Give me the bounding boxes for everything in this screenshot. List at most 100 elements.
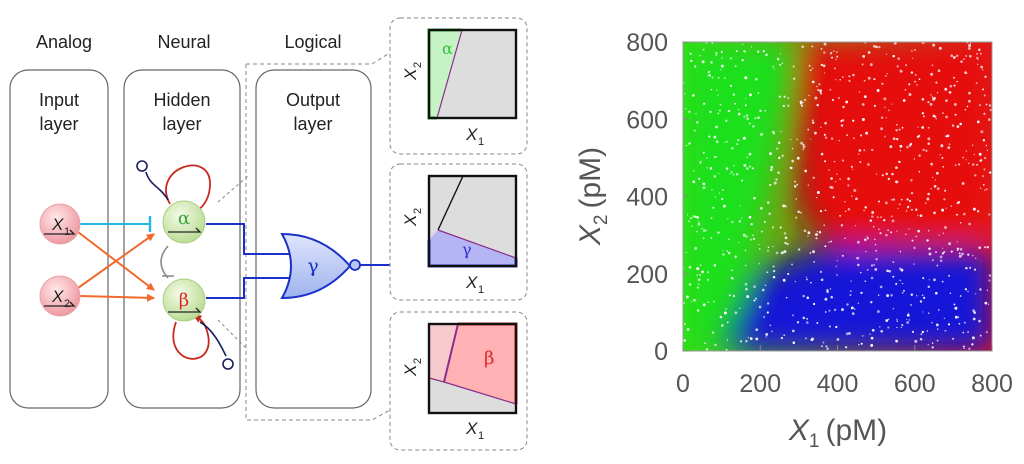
y-tick-label-2: 400	[626, 184, 668, 212]
plot-speckle	[746, 117, 749, 121]
plot-speckle	[779, 52, 782, 55]
plot-speckle	[911, 239, 914, 242]
plot-speckle	[914, 80, 916, 83]
plot-speckle	[833, 50, 835, 53]
plot-speckle	[884, 135, 886, 138]
plot-xlabel-unit: (pM)	[825, 414, 887, 447]
plot-speckle	[986, 149, 989, 152]
plot-speckle	[765, 336, 767, 338]
plot-speckle	[691, 225, 693, 228]
plot-speckle	[951, 124, 955, 127]
input-layer-line1: Input	[39, 90, 79, 110]
plot-speckle	[967, 253, 970, 256]
plot-speckle	[861, 63, 864, 66]
plot-speckle	[853, 189, 857, 192]
plot-speckle	[956, 125, 960, 128]
plot-speckle	[944, 87, 948, 91]
plot-speckle	[764, 110, 767, 112]
plot-speckle	[823, 72, 826, 74]
plot-speckle	[885, 117, 887, 119]
plot-speckle	[701, 270, 705, 274]
plot-speckle	[828, 169, 831, 171]
plot-speckle	[866, 268, 869, 271]
plot-speckle	[787, 104, 790, 107]
plot-speckle	[695, 121, 699, 124]
plot-speckle	[945, 115, 948, 119]
plot-speckle	[949, 292, 952, 295]
plot-speckle	[786, 242, 789, 246]
plot-speckle	[767, 246, 770, 249]
plot-speckle	[943, 317, 946, 320]
plot-speckle	[811, 337, 814, 341]
plot-speckle	[803, 229, 807, 233]
plot-speckle	[712, 206, 715, 209]
plot-speckle	[841, 119, 845, 122]
plot-speckle	[696, 286, 700, 289]
plot-speckle	[876, 89, 880, 92]
plot-speckle	[974, 293, 977, 295]
plot-speckle	[810, 138, 812, 140]
plot-speckle	[954, 306, 958, 310]
plot-speckle	[865, 250, 867, 253]
plot-speckle	[981, 88, 985, 91]
plot-speckle	[867, 51, 871, 54]
plot-speckle	[793, 185, 797, 188]
plot-speckle	[734, 65, 737, 67]
plot-speckle	[973, 311, 976, 314]
plot-speckle	[962, 212, 966, 216]
plot-speckle	[758, 243, 760, 246]
plot-speckle	[874, 238, 876, 241]
plot-speckle	[792, 341, 796, 344]
plot-speckle	[943, 198, 946, 201]
wire-beta-gate	[206, 277, 290, 299]
plot-speckle	[953, 84, 956, 87]
plot-speckle	[862, 55, 866, 58]
plot-speckle	[948, 274, 951, 277]
plot-speckle	[851, 168, 854, 171]
plot-speckle	[976, 120, 980, 124]
plot-speckle	[973, 268, 977, 271]
plot-speckle	[727, 218, 729, 220]
plot-speckle	[828, 309, 831, 312]
plot-speckle	[936, 92, 939, 94]
panel-gamma-xlabel: X	[465, 273, 478, 292]
plot-speckle	[901, 126, 904, 129]
plot-speckle	[833, 160, 836, 163]
plot-speckle	[946, 134, 950, 138]
plot-speckle	[836, 55, 839, 58]
panel-alpha-ylabel: X	[401, 68, 420, 81]
plot-speckle	[685, 108, 687, 110]
plot-speckle	[716, 140, 719, 144]
plot-speckle	[931, 321, 933, 324]
plot-speckle	[930, 72, 934, 76]
plot-speckle	[836, 338, 840, 341]
plot-speckle	[691, 301, 693, 303]
column-title-analog: Analog	[36, 32, 92, 52]
plot-speckle	[873, 104, 877, 108]
plot-speckle	[707, 74, 709, 77]
plot-speckle	[863, 79, 866, 82]
plot-speckle	[685, 295, 689, 299]
plot-speckle	[972, 317, 976, 321]
plot-speckle	[857, 263, 860, 267]
plot-speckle	[928, 252, 932, 256]
plot-speckle	[944, 226, 947, 229]
plot-speckle	[974, 174, 977, 177]
plot-speckle	[988, 171, 992, 174]
plot-speckle	[880, 116, 884, 119]
arrow-x2-alpha	[77, 233, 155, 289]
plot-speckle	[753, 285, 756, 289]
plot-speckle	[715, 54, 718, 57]
plot-speckle	[926, 197, 930, 201]
plot-speckle	[832, 196, 835, 199]
plot-speckle	[744, 51, 747, 53]
plot-speckle	[917, 134, 921, 138]
plot-speckle	[790, 263, 794, 266]
plot-speckle	[721, 188, 724, 191]
plot-speckle	[917, 229, 921, 233]
alpha-self-loop	[165, 164, 211, 215]
nor-gate-bubble	[349, 259, 361, 271]
plot-speckle	[688, 283, 692, 286]
plot-speckle	[891, 103, 893, 105]
